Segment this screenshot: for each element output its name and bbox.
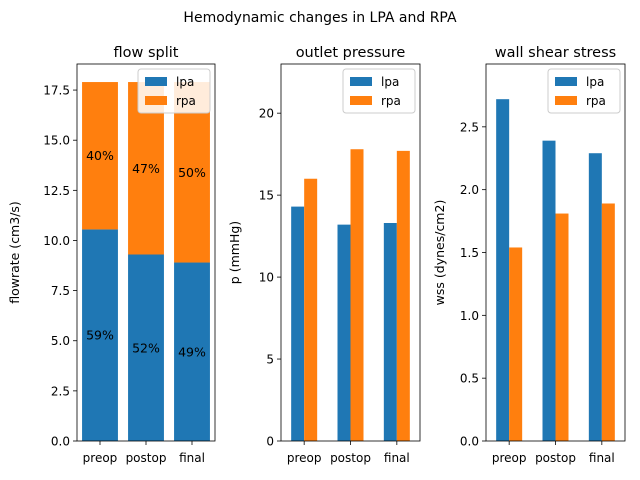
y-tick-label: 7.5 (51, 284, 70, 298)
y-axis-label: wss (dynes/cm2) (432, 200, 447, 306)
panel-title: outlet pressure (296, 45, 406, 61)
bar-rpa-final (396, 150, 410, 442)
legend-label-lpa: lpa (176, 75, 194, 89)
y-tick-label: 1.0 (460, 309, 479, 323)
bar-percent-label: 59% (86, 328, 114, 343)
panel-title: wall shear stress (495, 45, 616, 61)
panel-title: flow split (114, 45, 179, 61)
bar-lpa-preop (82, 229, 118, 441)
legend-label-rpa: rpa (586, 94, 606, 108)
bar-lpa-final (383, 222, 397, 441)
y-tick-label: 15 (259, 189, 274, 203)
legend-swatch-rpa (145, 96, 167, 105)
bar-rpa-final (601, 203, 615, 441)
bar-percent-label: 49% (178, 344, 206, 359)
bar-lpa-postop (128, 254, 164, 441)
y-tick-label: 10 (259, 271, 274, 285)
x-tick-label: preop (492, 451, 527, 465)
legend-swatch-rpa (350, 96, 372, 105)
bar-rpa-postop (555, 213, 569, 441)
bar-percent-label: 52% (132, 340, 160, 355)
bar-rpa-postop (350, 149, 364, 441)
panel-2: outlet pressure p (mmHg) 0 5 10 15 20 preop post… (227, 45, 421, 465)
legend: lpa rpa (137, 68, 211, 114)
y-tick-label: 17.5 (43, 84, 70, 98)
legend: lpa rpa (547, 68, 621, 114)
y-tick-label: 12.5 (43, 184, 70, 198)
bar-lpa-final (174, 262, 210, 441)
bar-lpa-final (588, 153, 602, 441)
y-tick-label: 20 (259, 107, 274, 121)
legend-swatch-lpa (350, 77, 372, 86)
legend-label-lpa: lpa (381, 75, 399, 89)
y-tick-label: 10.0 (43, 234, 70, 248)
bar-percent-label: 47% (132, 161, 160, 176)
y-tick-label: 0.0 (51, 435, 70, 449)
y-tick-label: 5 (266, 353, 274, 367)
panels: flow split flowrate (cm3/s) 0.0 2.5 5.0 7.5 10… (7, 45, 626, 465)
x-tick-label: preop (83, 451, 118, 465)
legend-box (342, 68, 416, 114)
x-tick-label: final (589, 451, 615, 465)
legend-swatch-lpa (555, 77, 577, 86)
y-tick-label: 2.0 (460, 183, 479, 197)
x-tick-label: postop (535, 451, 576, 465)
legend-label-rpa: rpa (381, 94, 401, 108)
bar-percent-label: 50% (178, 165, 206, 180)
x-tick-label: postop (126, 451, 167, 465)
y-tick-label: 1.5 (460, 246, 479, 260)
legend-swatch-rpa (555, 96, 577, 105)
y-tick-label: 2.5 (51, 384, 70, 398)
y-tick-label: 0.5 (460, 372, 479, 386)
y-tick-label: 0 (266, 435, 274, 449)
panel-1: flow split flowrate (cm3/s) 0.0 2.5 5.0 7.5 10… (7, 45, 216, 465)
y-tick-label: 0.0 (460, 435, 479, 449)
x-tick-label: postop (330, 451, 371, 465)
bar-percent-label: 40% (86, 148, 114, 163)
figure-title: Hemodynamic changes in LPA and RPA (183, 10, 457, 26)
legend-box (137, 68, 211, 114)
bar-lpa-postop (542, 140, 556, 441)
x-tick-label: final (179, 451, 205, 465)
bar-rpa-preop (509, 247, 523, 441)
bar-rpa-preop (304, 178, 318, 441)
legend-box (547, 68, 621, 114)
y-tick-label: 5.0 (51, 334, 70, 348)
x-tick-label: final (384, 451, 410, 465)
panel-3: wall shear stress wss (dynes/cm2) 0.0 0.5 1.… (432, 45, 626, 465)
y-tick-label: 2.5 (460, 120, 479, 134)
legend-label-rpa: rpa (176, 94, 196, 108)
bar-lpa-preop (496, 99, 510, 441)
x-tick-label: preop (287, 451, 322, 465)
bar-lpa-postop (337, 224, 351, 441)
y-axis-label: p (mmHg) (227, 221, 242, 284)
legend-swatch-lpa (145, 77, 167, 86)
legend-label-lpa: lpa (586, 75, 604, 89)
y-axis-label: flowrate (cm3/s) (7, 201, 22, 304)
y-tick-label: 15.0 (43, 134, 70, 148)
bar-lpa-preop (291, 206, 305, 441)
bar-rpa-preop (82, 82, 118, 230)
legend: lpa rpa (342, 68, 416, 114)
